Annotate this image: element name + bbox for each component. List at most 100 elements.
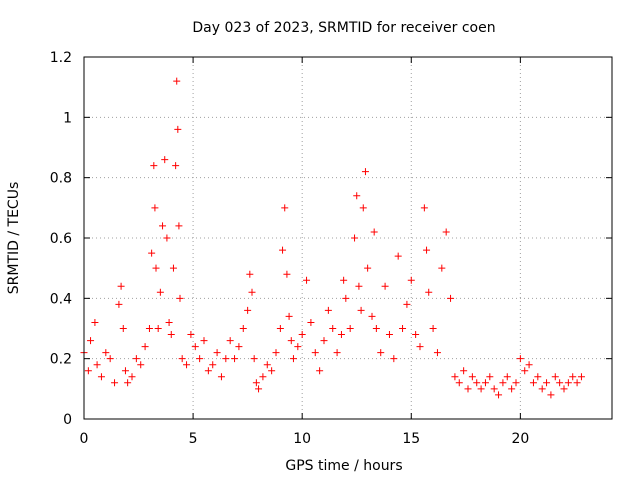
data-point [259,373,267,381]
data-point [119,325,127,332]
data-point [255,385,263,393]
data-point [183,361,191,369]
data-point [272,349,280,357]
data-point [447,294,455,302]
data-point [521,367,529,375]
data-point [551,373,559,381]
data-point [200,337,208,345]
data-point [217,373,225,381]
data-point [473,379,481,387]
x-tick-label: 5 [189,431,198,447]
data-point [124,379,132,387]
data-point [235,343,243,351]
data-point [117,282,125,290]
data-point [420,204,428,212]
data-point [161,156,169,164]
data-point [102,349,110,357]
data-point [508,385,516,393]
data-point [204,367,212,375]
data-point [298,331,306,339]
data-point [111,379,119,387]
data-point [175,222,183,230]
grid-lines [84,57,612,419]
data-point [148,249,156,257]
data-point [486,373,494,381]
data-point [412,331,420,339]
y-tick-label: 0.2 [50,352,72,368]
data-point [547,391,555,399]
data-point [87,337,95,345]
data-point [361,168,369,176]
data-point [285,312,293,320]
data-point [156,288,164,296]
data-point [93,361,101,369]
data-point [577,373,585,381]
data-point [329,325,337,332]
y-axis-label: SRMTID / TECUs [6,182,22,295]
data-point [250,355,258,363]
data-point [529,379,537,387]
data-point [543,379,551,387]
data-point [499,379,507,387]
data-point [490,385,498,393]
data-point [154,325,162,332]
data-point [451,373,459,381]
data-point [165,318,173,326]
x-tick-label: 0 [80,431,89,447]
data-point [381,282,389,290]
data-point [477,385,485,393]
data-point [416,343,424,351]
data-point [355,282,363,290]
data-point [468,373,476,381]
x-tick-label: 20 [511,431,529,447]
data-point [573,379,581,387]
data-point [178,355,186,363]
data-point [481,379,489,387]
data-point [150,162,158,170]
data-point [84,367,92,375]
data-point [152,264,160,272]
data-point [340,276,348,284]
data-point [137,361,145,369]
data-point [460,367,468,375]
data-point [287,337,295,345]
data-point [407,276,415,284]
y-tick-label: 1 [63,110,72,126]
data-point [159,222,167,230]
y-tick-label: 1.2 [50,50,72,66]
tick-labels: 0 0.2 0.4 0.6 0.8 1 1.2 0 5 10 15 20 [50,50,530,447]
data-point [351,234,359,242]
data-point [385,331,393,339]
data-point [353,192,361,200]
data-point [128,373,136,381]
data-point [244,306,252,314]
data-point [525,361,533,369]
data-point [399,325,407,332]
data-point [209,361,217,369]
x-tick-label: 15 [402,431,420,447]
data-point [141,343,149,351]
data-point [346,325,354,332]
data-point [151,204,159,212]
data-point [337,331,345,339]
data-point [364,264,372,272]
data-point [281,204,289,212]
data-point [333,349,341,357]
data-point [538,385,546,393]
data-point [231,355,239,363]
x-tick-label: 10 [293,431,311,447]
data-point [196,355,204,363]
data-point [115,300,123,308]
data-point [307,318,315,326]
data-point [279,246,287,254]
data-point [294,343,302,351]
data-point [167,331,175,339]
data-point [252,379,260,387]
data-point [97,373,105,381]
data-point [106,355,114,363]
data-point [172,162,180,170]
data-point [91,318,99,326]
data-point [246,270,254,278]
data-point [429,325,437,332]
data-point [163,234,171,242]
